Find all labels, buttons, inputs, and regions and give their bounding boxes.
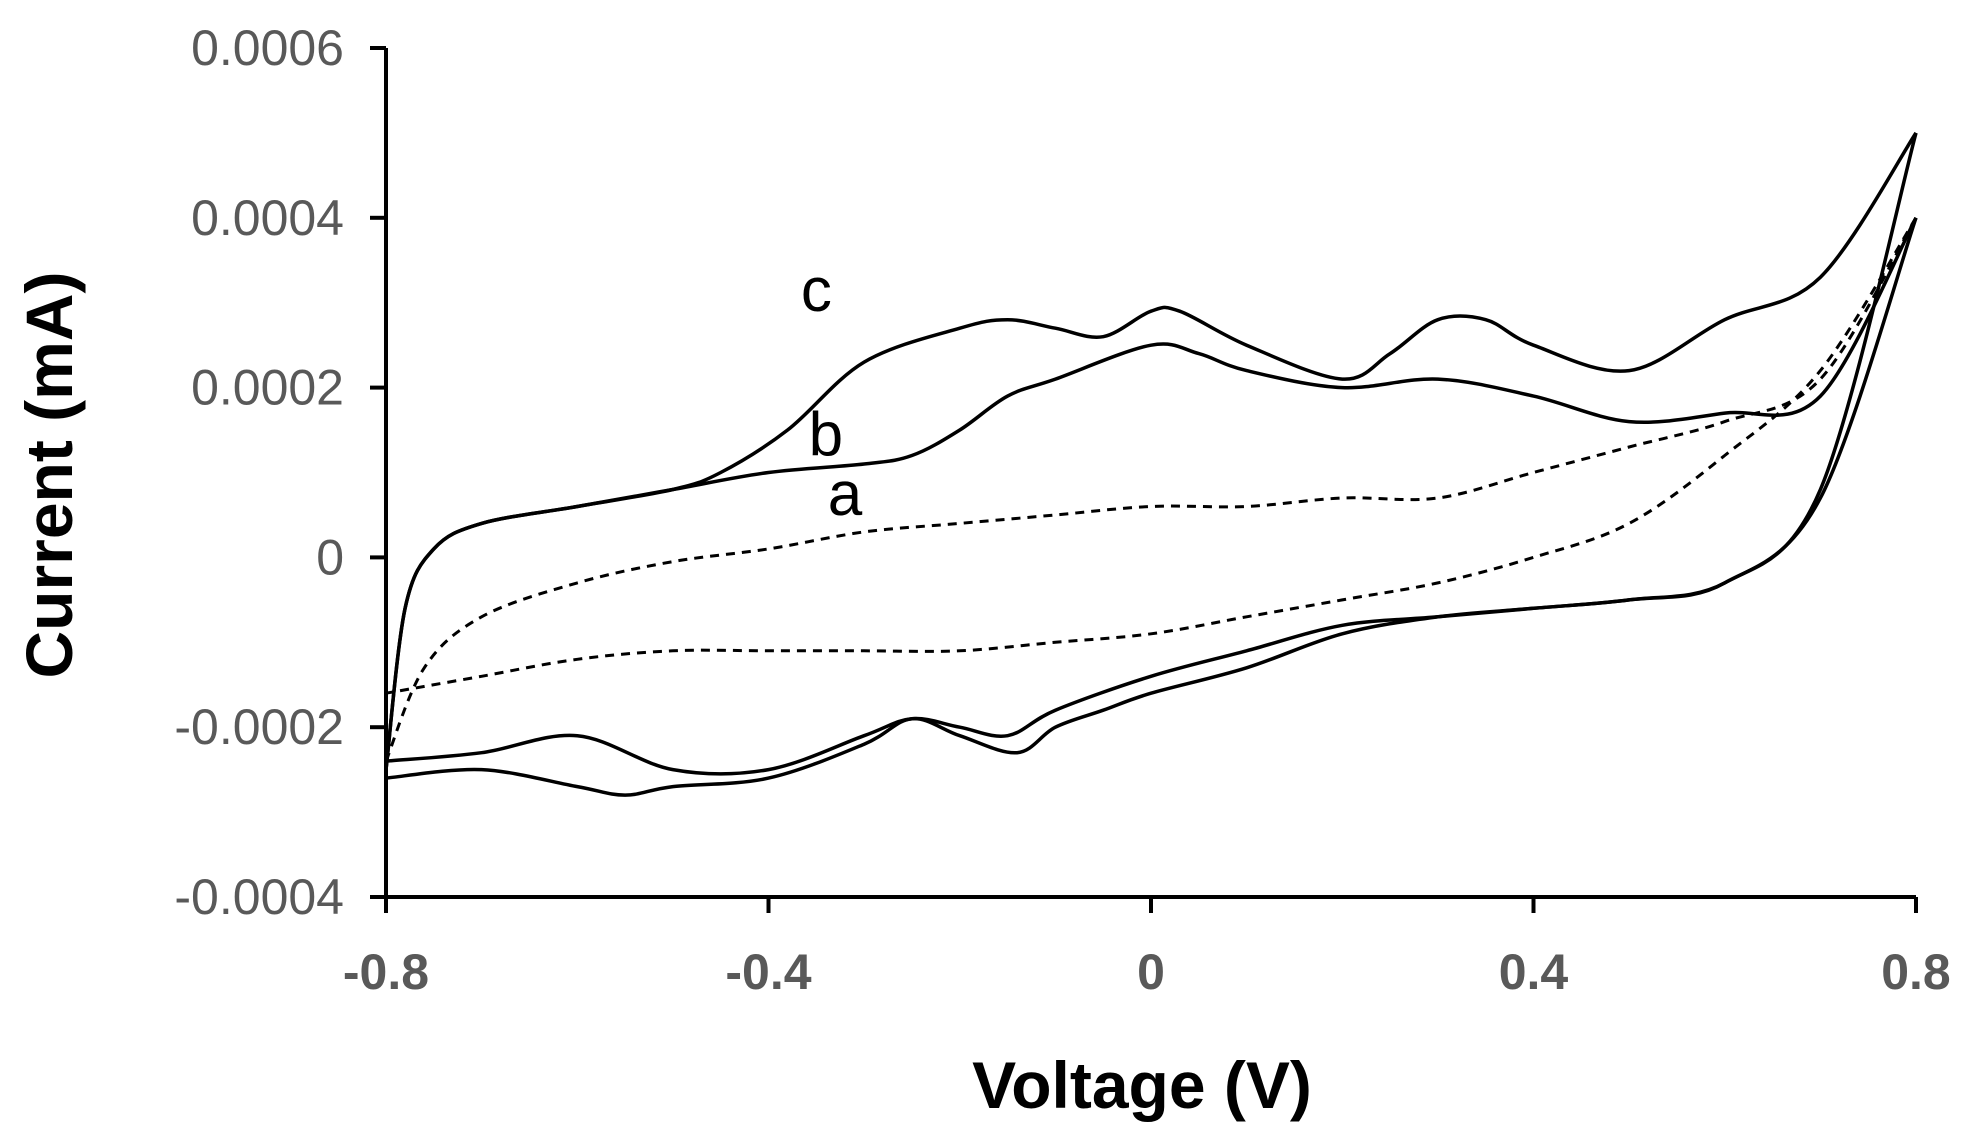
x-tick-group: -0.8 -0.4 0 0.4 0.8 (343, 897, 1951, 1000)
x-tick-label: -0.4 (725, 944, 811, 1000)
series-c-label: c (801, 256, 832, 325)
series-b-forward-line (384, 216, 1918, 770)
x-tick-label: 0.4 (1499, 944, 1569, 1000)
x-axis-title: Voltage (V) (972, 1048, 1312, 1122)
series-a-reverse-line (385, 217, 1918, 695)
curve-label-group: ab c (801, 256, 863, 529)
y-tick-label: 0.0002 (191, 360, 344, 416)
y-axis-title: Current (mA) (12, 272, 86, 679)
x-tick-label: -0.8 (343, 944, 429, 1000)
series-c-reverse-line (385, 132, 1918, 776)
series-a-forward-line (384, 217, 1918, 762)
x-tick-label: 0.8 (1881, 944, 1951, 1000)
y-tick-group: 0.0006 0.0004 0.0002 0 -0.0002 -0.0004 (174, 20, 386, 925)
y-tick-label: -0.0004 (174, 869, 344, 925)
series-b-label: b (809, 401, 843, 470)
series-a-label: a (828, 460, 863, 529)
y-tick-label: 0.0006 (191, 20, 344, 76)
series-b-reverse-line (385, 217, 1918, 797)
y-tick-label: 0.0004 (191, 190, 344, 246)
x-tick-label: 0 (1137, 944, 1165, 1000)
plot-curves (384, 131, 1918, 797)
series-c-forward-line (384, 131, 1918, 770)
y-tick-label: -0.0002 (174, 699, 344, 755)
y-tick-label: 0 (316, 529, 344, 585)
